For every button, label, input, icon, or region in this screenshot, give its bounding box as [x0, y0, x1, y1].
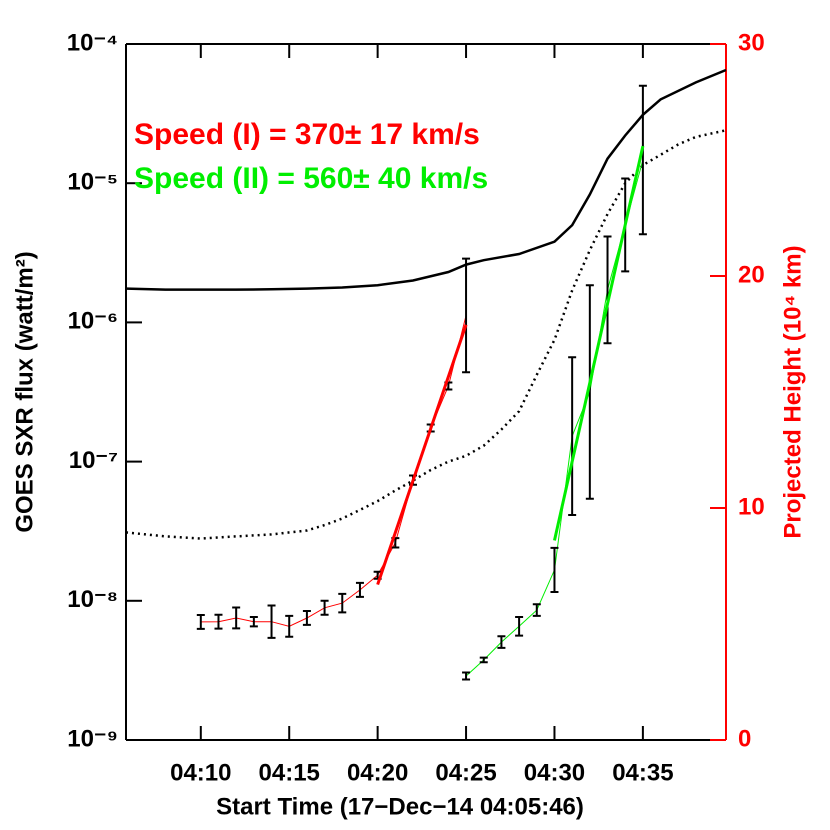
error-bar	[550, 546, 559, 593]
annotation: Speed (I) = 370± 17 km/s	[134, 118, 480, 151]
x-axis-label: Start Time (17−Dec−14 04:05:46)	[216, 793, 584, 820]
x-tick-label: 04:30	[524, 759, 585, 786]
y2-axis-label: Projected Height (10⁴ km)	[779, 245, 806, 538]
y2-tick-label: 0	[738, 725, 751, 752]
error-bar	[232, 606, 241, 630]
y-tick-label: 10⁻⁹	[67, 725, 118, 752]
series-line	[125, 129, 727, 540]
y2-tick-label: 20	[738, 261, 765, 288]
error-bar	[267, 604, 276, 639]
error-bar	[249, 616, 258, 628]
y-tick-label: 10⁻⁷	[69, 447, 118, 474]
x-tick-label: 04:20	[347, 759, 408, 786]
series-line	[125, 68, 727, 291]
x-tick-label: 04:15	[259, 759, 320, 786]
error-bar	[568, 356, 577, 516]
y-tick-label: 10⁻⁶	[68, 308, 118, 335]
error-bar	[355, 581, 364, 598]
error-bar	[515, 616, 524, 637]
error-bar	[532, 603, 541, 617]
error-bar	[285, 614, 294, 638]
fit-line	[553, 145, 645, 541]
error-bar	[585, 284, 594, 500]
y2-tick-label: 30	[738, 29, 765, 56]
x-tick-label: 04:35	[612, 759, 673, 786]
error-bar	[196, 613, 205, 630]
error-bar	[462, 671, 471, 681]
error-bar	[462, 257, 471, 374]
error-bar	[479, 656, 488, 664]
error-bar	[603, 235, 612, 345]
y-tick-label: 10⁻⁸	[67, 586, 118, 613]
error-bar	[320, 599, 329, 616]
x-tick-label: 04:10	[170, 759, 231, 786]
error-bar	[214, 613, 223, 630]
annotation: Speed (II) = 560± 40 km/s	[134, 162, 488, 195]
y-axis-label: GOES SXR flux (watt/m²)	[11, 251, 38, 532]
error-bar	[302, 610, 311, 626]
error-bar	[638, 84, 647, 236]
y-tick-label: 10⁻⁵	[67, 169, 118, 196]
error-bar	[497, 635, 506, 649]
x-tick-label: 04:25	[435, 759, 496, 786]
error-bar	[338, 592, 347, 614]
y2-tick-label: 10	[738, 493, 765, 520]
series-line	[465, 159, 644, 677]
series-line	[200, 315, 467, 627]
fit-line	[376, 324, 468, 586]
y-tick-label: 10⁻⁴	[67, 29, 118, 56]
